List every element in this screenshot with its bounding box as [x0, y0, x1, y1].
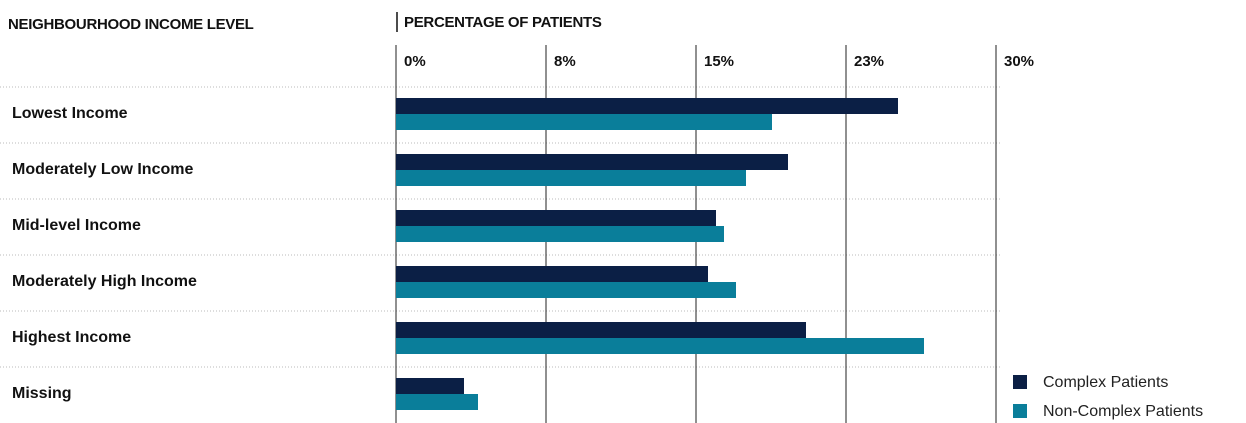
category-label: Mid-level Income — [12, 217, 141, 234]
legend-label: Non-Complex Patients — [1043, 403, 1203, 420]
bar — [396, 266, 708, 282]
bar — [396, 282, 736, 298]
legend-label: Complex Patients — [1043, 374, 1168, 391]
category-label: Moderately High Income — [12, 273, 197, 290]
legend-swatch — [1013, 375, 1027, 389]
category-label: Missing — [12, 385, 72, 402]
x-tick-label: 0% — [404, 53, 426, 70]
bar — [396, 114, 772, 130]
bar — [396, 210, 716, 226]
x-axis-title: PERCENTAGE OF PATIENTS — [404, 14, 602, 31]
bar — [396, 378, 464, 394]
bar — [396, 170, 746, 186]
bar — [396, 338, 924, 354]
x-tick-label: 8% — [554, 53, 576, 70]
x-tick-label: 30% — [1004, 53, 1034, 70]
category-label: Lowest Income — [12, 105, 128, 122]
category-label: Moderately Low Income — [12, 161, 193, 178]
bar — [396, 98, 898, 114]
bar — [396, 154, 788, 170]
legend-swatch — [1013, 404, 1027, 418]
y-axis-title: NEIGHBOURHOOD INCOME LEVEL — [8, 16, 254, 33]
bar — [396, 226, 724, 242]
bar — [396, 322, 806, 338]
x-tick-label: 15% — [704, 53, 734, 70]
bar — [396, 394, 478, 410]
x-tick-label: 23% — [854, 53, 884, 70]
category-label: Highest Income — [12, 329, 131, 346]
